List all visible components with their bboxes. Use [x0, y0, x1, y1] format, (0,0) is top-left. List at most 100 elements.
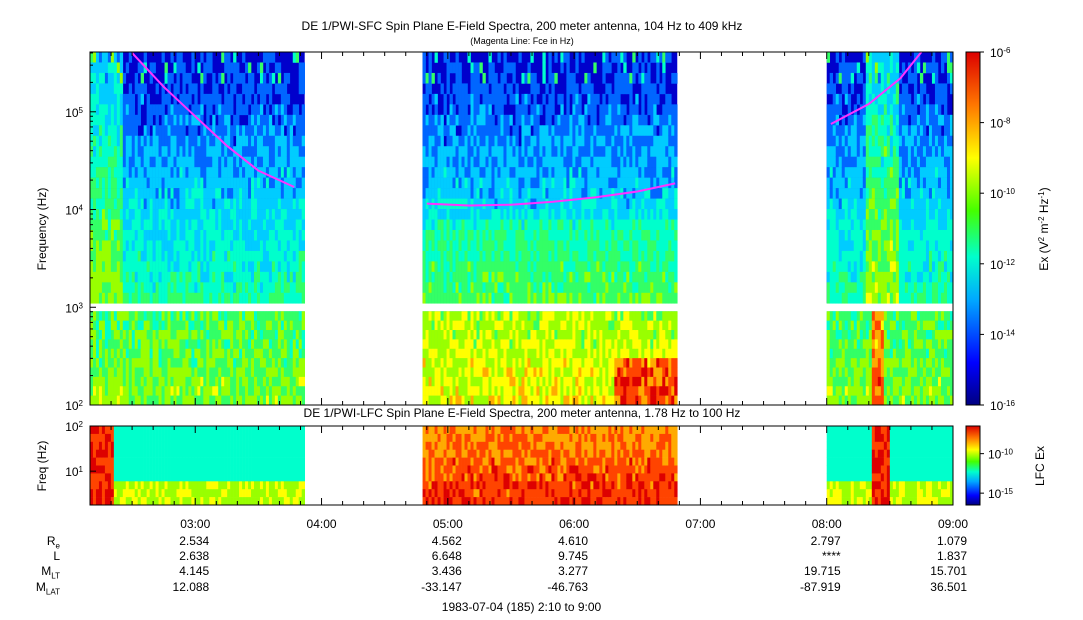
sfc-cell	[898, 240, 903, 252]
sfc-cell	[500, 240, 504, 252]
sfc-cell	[548, 93, 552, 105]
sfc-cell	[131, 282, 136, 294]
sfc-cell	[134, 146, 139, 157]
sfc-cell	[259, 198, 264, 210]
sfc-cell	[617, 83, 621, 95]
sfc-cell	[620, 177, 624, 189]
sfc-cell	[215, 167, 219, 178]
sfc-cell	[422, 282, 426, 294]
sfc-cell	[584, 292, 588, 304]
sfc-cell	[464, 240, 468, 252]
sfc-cell	[596, 271, 600, 283]
sfc-cell	[611, 261, 615, 273]
sfc-cell	[206, 125, 210, 137]
sfc-cell	[479, 125, 483, 137]
sfc-cell	[826, 125, 831, 137]
sfc-cell	[152, 229, 156, 241]
sfc-cell	[107, 240, 112, 252]
sfc-cell	[107, 156, 112, 168]
sfc-cell	[632, 135, 636, 147]
sfc-cell	[203, 292, 207, 304]
sfc-cell	[946, 156, 951, 168]
sfc-cell	[659, 114, 663, 126]
sfc-cell	[206, 156, 210, 168]
sfc-cell	[110, 250, 115, 262]
sfc-cell	[671, 167, 675, 178]
sfc-cell	[509, 156, 513, 168]
sfc-cell	[620, 209, 624, 220]
sfc-cell	[611, 198, 615, 210]
sfc-cell	[611, 271, 615, 283]
sfc-cell	[928, 292, 933, 304]
sfc-cell	[656, 72, 660, 84]
sfc-cell	[167, 156, 171, 168]
sfc-cell	[289, 358, 294, 368]
sfc-cell	[841, 219, 846, 231]
sfc-cell	[256, 271, 261, 283]
sfc-cell	[524, 219, 528, 231]
sfc-cell	[913, 83, 918, 95]
sfc-cell	[90, 62, 94, 74]
sfc-cell	[110, 93, 115, 105]
sfc-cell	[292, 282, 297, 294]
sfc-cell	[626, 240, 630, 252]
sfc-cell	[883, 93, 888, 105]
sfc-cell	[443, 219, 447, 231]
sfc-cell	[203, 62, 207, 74]
sfc-cell	[131, 177, 136, 189]
sfc-cell	[853, 114, 858, 126]
sfc-cell	[443, 125, 447, 137]
sfc-cell	[230, 229, 234, 241]
sfc-cell	[289, 250, 294, 262]
sfc-cell	[578, 271, 582, 283]
sfc-cell	[230, 167, 234, 178]
sfc-cell	[254, 93, 258, 105]
sfc-cell	[265, 209, 270, 220]
sfc-cell	[230, 376, 234, 387]
sfc-cell	[437, 125, 441, 137]
sfc-cell	[859, 114, 864, 126]
sfc-cell	[853, 156, 858, 168]
sfc-cell	[200, 386, 204, 396]
sfc-cell	[104, 188, 109, 199]
sfc-cell	[521, 114, 525, 126]
sfc-cell	[500, 250, 504, 262]
sfc-cell	[227, 135, 231, 147]
sfc-cell	[668, 188, 672, 199]
sfc-cell	[422, 93, 426, 105]
sfc-cell	[131, 271, 136, 283]
sfc-cell	[182, 93, 186, 105]
sfc-cell	[479, 271, 483, 283]
sfc-cell	[904, 125, 909, 137]
sfc-cell	[431, 156, 435, 168]
sfc-cell	[865, 167, 870, 178]
sfc-cell	[602, 292, 606, 304]
sfc-cell	[152, 62, 156, 74]
sfc-cell	[835, 250, 840, 262]
sfc-cell	[868, 271, 873, 283]
sfc-cell	[506, 156, 510, 168]
sfc-cell	[479, 114, 483, 126]
sfc-cell	[928, 146, 933, 157]
sfc-cell	[265, 125, 270, 137]
sfc-cell	[107, 330, 112, 340]
sfc-cell	[572, 271, 576, 283]
sfc-cell	[464, 198, 468, 210]
sfc-cell	[140, 386, 144, 396]
sfc-cell	[155, 188, 159, 199]
sfc-cell	[104, 261, 109, 273]
sfc-cell	[110, 395, 115, 406]
sfc-cell	[602, 261, 606, 273]
sfc-cell	[242, 320, 246, 331]
sfc-cell	[149, 311, 153, 321]
sfc-cell	[518, 104, 522, 116]
sfc-cell	[880, 167, 885, 178]
sfc-cell	[134, 167, 139, 178]
sfc-cell	[251, 125, 255, 137]
sfc-cell	[152, 198, 156, 210]
sfc-cell	[116, 367, 121, 378]
sfc-cell	[167, 146, 171, 157]
sfc-cell	[224, 104, 228, 116]
sfc-cell	[170, 250, 174, 262]
sfc-cell	[268, 339, 273, 350]
